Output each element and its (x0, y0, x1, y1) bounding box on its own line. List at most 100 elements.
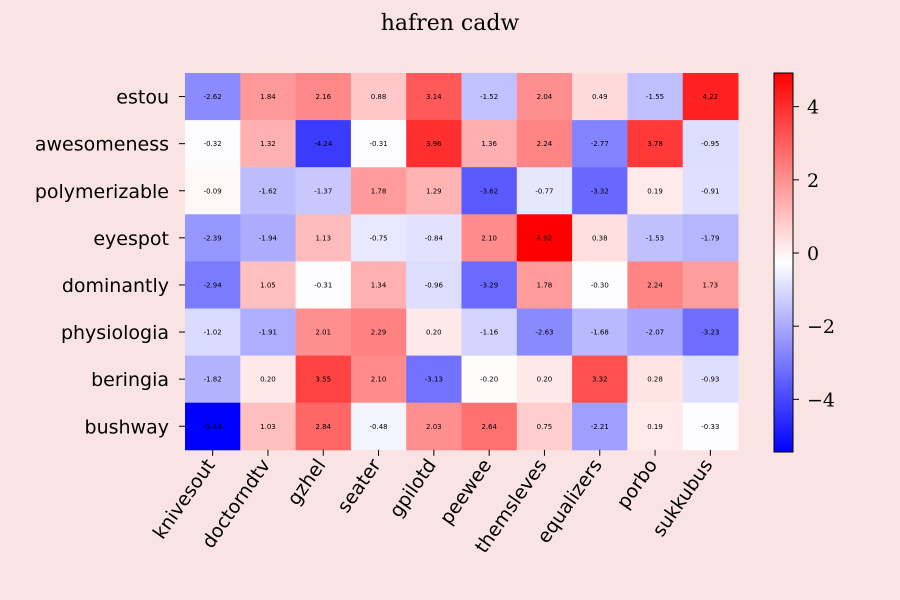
heatmap-cell (240, 308, 297, 357)
cell-value-label: -0.93 (701, 376, 719, 384)
cell-value-label: 2.24 (537, 140, 553, 148)
heatmap-cell (350, 402, 407, 451)
heatmap-cell (240, 355, 297, 404)
heatmap-cell (295, 261, 352, 309)
cell-value-label: 3.96 (426, 140, 442, 148)
heatmap-cell (350, 261, 407, 309)
cell-value-label: -1.37 (314, 187, 332, 195)
cell-value-label: -3.23 (701, 329, 719, 337)
colorbar-tick-label: 4 (807, 97, 819, 119)
cell-value-label: -2.62 (204, 93, 222, 101)
heatmap-cell (295, 73, 352, 121)
heatmap-cell (461, 167, 518, 215)
cell-value-label: -0.75 (369, 234, 387, 242)
heatmap-cell (516, 355, 573, 404)
colorbar-tick-label: 0 (807, 243, 819, 265)
cell-value-label: 1.73 (703, 281, 719, 289)
heatmap-cell (516, 402, 573, 451)
heatmap-cell (240, 120, 297, 168)
heatmap-cells: -2.62 1.84 2.16 0.88 3.14 -1.52 2.04 0.49 -1.55 4… (185, 73, 739, 451)
x-tick-label: gpilotd (385, 455, 441, 522)
heatmap-cell (682, 73, 739, 121)
heatmap-cell (240, 167, 297, 215)
cell-value-label: -2.07 (646, 329, 664, 337)
cell-value-label: 3.32 (592, 376, 608, 384)
heatmap-cell (572, 167, 628, 215)
cell-value-label: -1.79 (701, 234, 719, 242)
cell-value-label: 0.28 (647, 376, 663, 384)
cell-value-label: 1.36 (481, 140, 497, 148)
heatmap-cell (240, 261, 297, 309)
heatmap-cell (350, 355, 407, 404)
heatmap-cell (516, 308, 573, 357)
cell-value-label: -1.68 (591, 329, 609, 337)
heatmap-cell (627, 120, 684, 168)
cell-value-label: -3.13 (425, 376, 443, 384)
y-tick-label: polymerizable (35, 181, 169, 203)
cell-value-label: 0.19 (647, 187, 663, 195)
cell-value-label: -1.62 (259, 187, 277, 195)
y-tick-label: dominantly (62, 275, 169, 297)
cell-value-label: 1.78 (371, 187, 387, 195)
cell-value-label: 0.38 (592, 234, 608, 242)
heatmap-cell (627, 167, 684, 215)
heatmap-cell (627, 73, 684, 121)
cell-value-label: 2.10 (481, 234, 497, 242)
heatmap-cell (682, 261, 739, 309)
heatmap-cell (461, 308, 518, 357)
cell-value-label: -3.29 (480, 281, 498, 289)
heatmap-cell (295, 120, 352, 168)
heatmap-cell (295, 402, 352, 451)
heatmap-cell (627, 402, 684, 451)
cell-value-label: -0.32 (204, 140, 222, 148)
cell-value-label: 0.20 (426, 329, 442, 337)
heatmap-cell (406, 73, 462, 121)
cell-value-label: -2.63 (535, 329, 553, 337)
heatmap-cell (185, 355, 241, 404)
heatmap-cell (185, 214, 241, 262)
colorbar-ticks: 4 2 0 −2 −4 (793, 97, 835, 411)
heatmap-cell (350, 120, 407, 168)
heatmap-cell (461, 355, 518, 404)
cell-value-label: -5.44 (204, 423, 223, 431)
cell-value-label: 3.14 (426, 93, 442, 101)
cell-value-label: -0.95 (701, 140, 719, 148)
cell-value-label: -3.62 (480, 187, 498, 195)
colorbar: 4 2 0 −2 −4 (773, 72, 835, 453)
heatmap-cell (627, 308, 684, 357)
cell-value-label: 0.88 (371, 93, 387, 101)
heatmap-cell (350, 73, 407, 121)
x-tick-label: gzhel (283, 455, 330, 509)
cell-value-label: -0.91 (701, 187, 719, 195)
heatmap-cell (682, 214, 739, 262)
cell-value-label: 1.34 (371, 281, 387, 289)
heatmap-cell (185, 402, 241, 451)
heatmap-cell (185, 73, 241, 121)
heatmap-cell (572, 402, 628, 451)
colorbar-tick-label: 2 (807, 170, 819, 192)
heatmap-cell (406, 214, 462, 262)
cell-value-label: -4.24 (314, 140, 333, 148)
heatmap-cell (240, 402, 297, 451)
heatmap-cell (295, 355, 352, 404)
cell-value-label: -3.32 (591, 187, 609, 195)
heatmap-cell (682, 355, 739, 404)
heatmap-cell (682, 402, 739, 451)
heatmap-cell (406, 261, 462, 309)
y-tick-label: estou (116, 87, 169, 109)
cell-value-label: -0.96 (425, 281, 444, 289)
heatmap-cell (461, 214, 518, 262)
heatmap-cell (461, 73, 518, 121)
heatmap-cell (572, 214, 628, 262)
cell-value-label: 1.84 (260, 93, 276, 101)
heatmap-cell (406, 120, 462, 168)
cell-value-label: 2.04 (537, 93, 553, 101)
heatmap-cell (516, 261, 573, 309)
cell-value-label: 2.64 (481, 423, 497, 431)
heatmap-cell (406, 167, 462, 215)
cell-value-label: -0.30 (591, 281, 609, 289)
cell-value-label: -1.91 (259, 329, 277, 337)
cell-value-label: 0.19 (647, 423, 663, 431)
